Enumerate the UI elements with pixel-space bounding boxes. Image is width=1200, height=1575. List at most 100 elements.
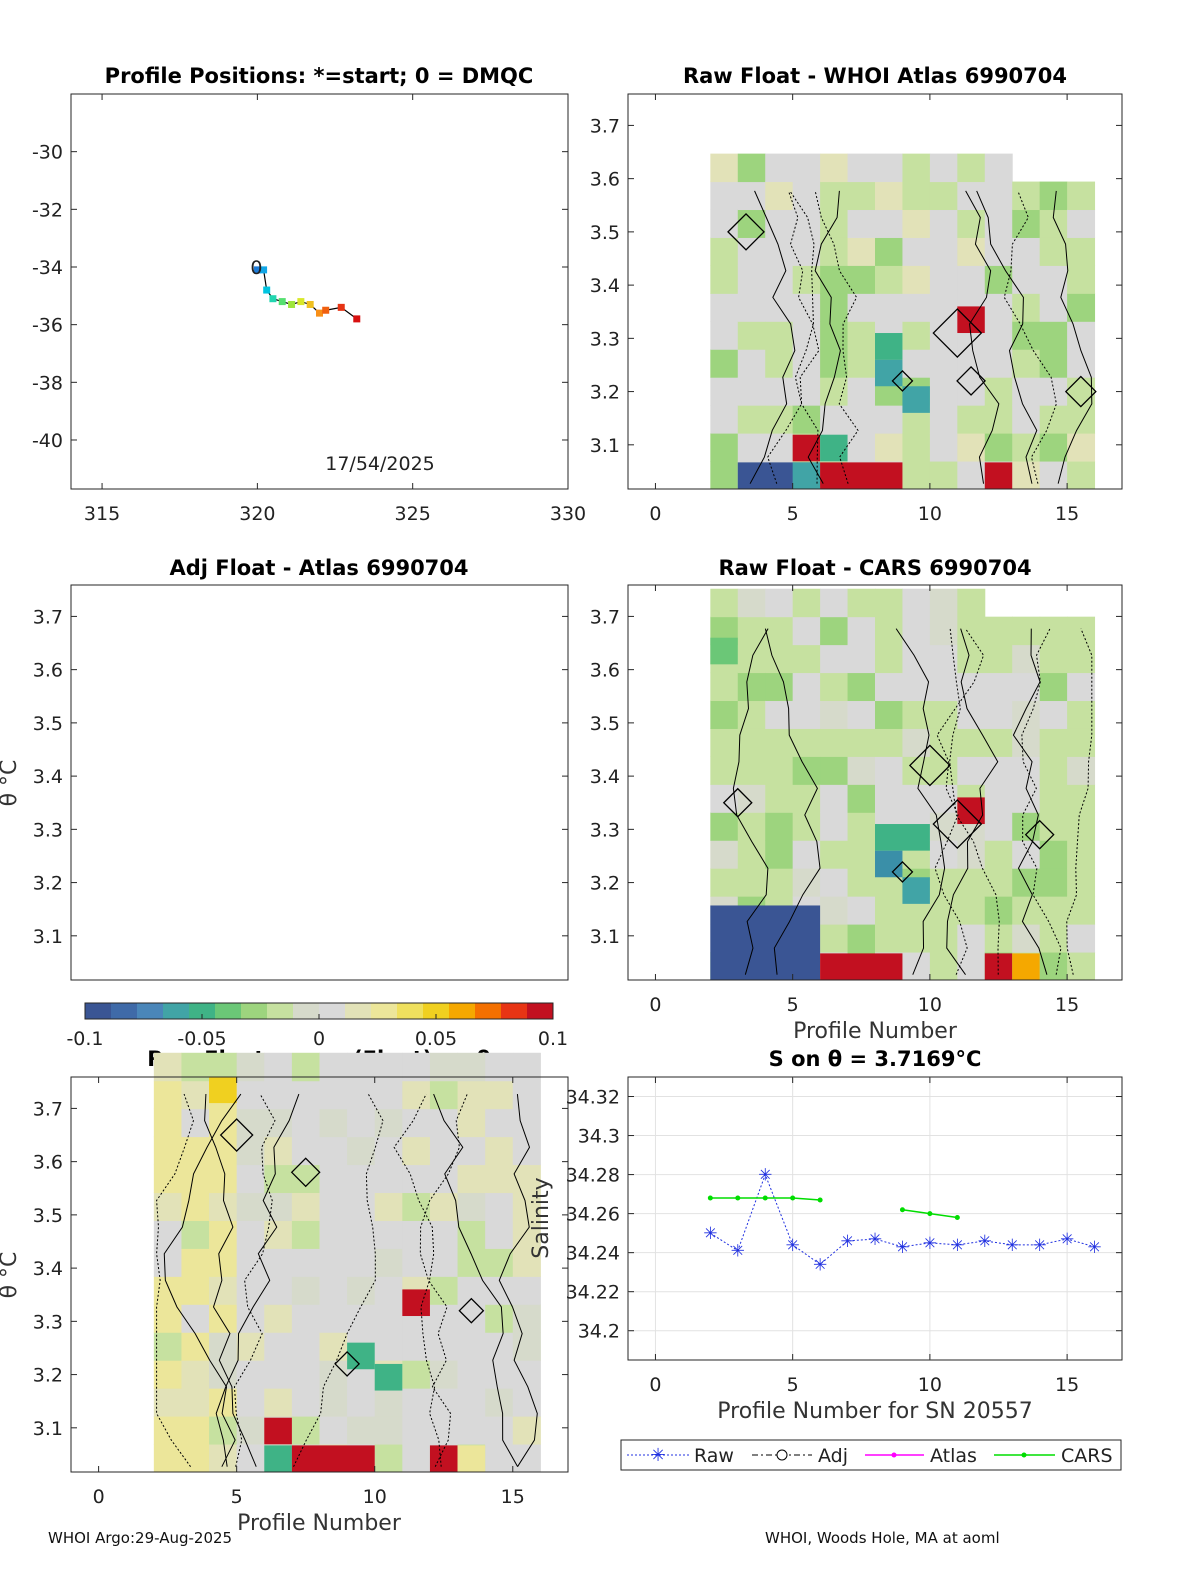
- heatmap-cell: [209, 1444, 238, 1473]
- heatmap-cell: [847, 588, 876, 618]
- heatmap-cell: [347, 1248, 376, 1277]
- raw-point: ✳: [758, 1166, 772, 1186]
- contour-line: [732, 628, 769, 975]
- heatmap-cell: [429, 1192, 459, 1221]
- x-tick-label: 5: [787, 994, 799, 1016]
- heatmap-cell: [347, 1304, 376, 1333]
- x-tick-label: 10: [918, 994, 942, 1016]
- colorbar-swatch: [449, 1003, 476, 1019]
- x-tick-label: 15: [1055, 503, 1079, 525]
- heatmap-cell: [429, 1276, 459, 1305]
- heatmap-cell: [765, 237, 794, 266]
- heatmap-cell: [710, 153, 739, 183]
- heatmap-cell: [1067, 405, 1096, 434]
- colorbar-swatch: [475, 1003, 502, 1019]
- heatmap-highlight: [875, 333, 903, 360]
- heatmap-cell: [374, 1052, 403, 1082]
- heatmap-cell: [737, 153, 766, 183]
- heatmap-cell: [929, 672, 958, 702]
- contour-line: [767, 190, 820, 484]
- raw-cars-axes: [627, 584, 1123, 981]
- heatmap-cell: [847, 321, 876, 350]
- heatmap-cell: [429, 1332, 459, 1361]
- heatmap-cell: [984, 812, 1013, 841]
- heatmap-cell: [264, 1052, 293, 1082]
- heatmap-cell: [792, 728, 821, 757]
- y-tick-label: 3.1: [33, 926, 63, 948]
- heatmap-cell: [291, 1220, 320, 1249]
- heatmap-cell: [319, 1220, 348, 1249]
- heatmap-highlight: [820, 953, 903, 980]
- y-tick-label: 3.6: [590, 660, 620, 682]
- positions-panel: Profile Positions: *=start; 0 = DMQC 315…: [32, 64, 586, 525]
- heatmap-cell: [1012, 756, 1041, 785]
- heatmap-cell: [347, 1080, 376, 1110]
- heatmap-cell: [765, 840, 794, 869]
- heatmap-cell: [902, 700, 931, 729]
- legend-cars-label: CARS: [1061, 1445, 1113, 1467]
- x-tick-label: 5: [787, 1374, 799, 1396]
- y-tick-label: 3.4: [33, 1258, 63, 1280]
- heatmap-cell: [820, 672, 849, 702]
- heatmap-cell: [236, 1136, 265, 1166]
- heatmap-cell: [485, 1108, 514, 1138]
- raw-mean-axes: [70, 1076, 569, 1473]
- heatmap-cell: [929, 588, 958, 618]
- y-tick-label: 3.3: [33, 819, 63, 841]
- heatmap-cell: [457, 1164, 486, 1194]
- y-tick-label: -34: [32, 257, 63, 279]
- adj-atlas-title: Adj Float - Atlas 6990704: [169, 556, 468, 580]
- heatmap-cell: [710, 756, 739, 785]
- heatmap-cell: [153, 1276, 182, 1305]
- heatmap-cell: [291, 1332, 320, 1361]
- heatmap-cell: [847, 644, 876, 674]
- contour-loop: [727, 212, 765, 251]
- legend-raw-label: Raw: [694, 1445, 734, 1467]
- x-tick-label: 330: [550, 503, 586, 525]
- contour-line: [949, 628, 1000, 975]
- heatmap-cell: [875, 181, 903, 211]
- heatmap-cell: [792, 349, 821, 378]
- heatmap-cell: [347, 1164, 376, 1194]
- profile-position-marker: [297, 298, 305, 306]
- heatmap-cell: [1067, 265, 1096, 294]
- heatmap-cell: [902, 153, 931, 183]
- heatmap-cell: [236, 1388, 265, 1417]
- heatmap-cell: [291, 1164, 320, 1194]
- heatmap-cell: [512, 1276, 541, 1305]
- colorbar-swatch: [527, 1003, 554, 1019]
- heatmap-cell: [847, 672, 876, 702]
- heatmap-cell: [710, 588, 739, 618]
- y-tick-label: 3.5: [590, 222, 620, 244]
- heatmap-cell: [1067, 756, 1096, 785]
- heatmap-cell: [1039, 461, 1068, 490]
- heatmap-cell: [402, 1444, 431, 1473]
- heatmap-cell: [792, 812, 821, 841]
- heatmap-cell: [765, 784, 794, 813]
- heatmap-cell: [792, 672, 821, 702]
- heatmap-cell: [1039, 181, 1068, 211]
- heatmap-cell: [765, 209, 794, 238]
- heatmap-cell: [765, 265, 794, 294]
- heatmap-cell: [291, 1052, 320, 1082]
- contour-line: [156, 1093, 194, 1467]
- heatmap-cell: [737, 209, 766, 238]
- heatmap-cell: [1039, 237, 1068, 266]
- heatmap-cell: [875, 293, 903, 322]
- heatmap-cell: [236, 1164, 265, 1194]
- heatmap-cell: [1039, 321, 1068, 350]
- heatmap-cell: [512, 1248, 541, 1277]
- raw-atlas-panel: Raw Float - WHOI Atlas 6990704 0 5 10 15 3.1…: [590, 64, 1123, 525]
- heatmap-cell: [957, 840, 986, 869]
- heatmap-cell: [402, 1332, 431, 1361]
- heatmap-cell: [457, 1108, 486, 1138]
- heatmap-cell: [820, 293, 849, 322]
- heatmap-cell: [765, 728, 794, 757]
- heatmap-cell: [902, 349, 931, 378]
- colorbar-swatch: [319, 1003, 346, 1019]
- heatmap-cell: [847, 784, 876, 813]
- heatmap-cell: [512, 1164, 541, 1194]
- heatmap-cell: [429, 1108, 459, 1138]
- heatmap-cell: [457, 1360, 486, 1389]
- heatmap-cell: [984, 840, 1013, 869]
